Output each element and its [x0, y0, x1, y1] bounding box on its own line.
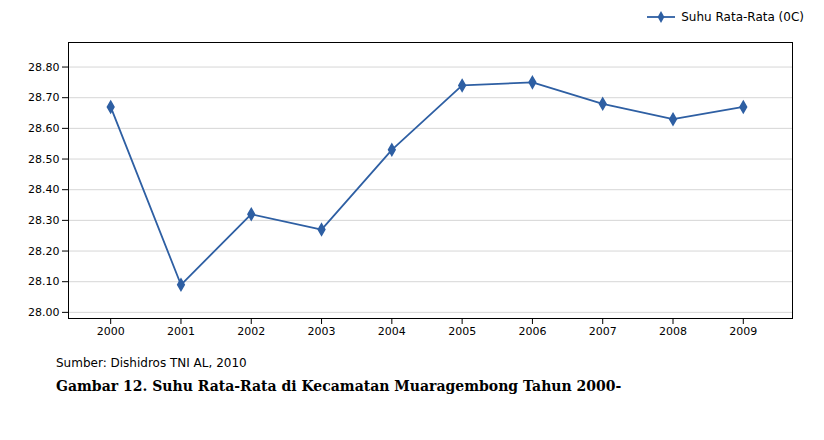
svg-text:2001: 2001	[167, 325, 195, 338]
svg-text:28.80: 28.80	[28, 61, 60, 74]
svg-text:2009: 2009	[729, 325, 757, 338]
svg-text:2004: 2004	[378, 325, 406, 338]
svg-text:28.20: 28.20	[28, 245, 60, 258]
svg-text:2008: 2008	[659, 325, 687, 338]
html-text:Gambar 12. Suhu Rata-Rata di K: Gambar 12. Suhu Rata-Rata di Kecamatan M…	[56, 378, 622, 394]
svg-text:2006: 2006	[518, 325, 546, 338]
svg-text:2005: 2005	[448, 325, 476, 338]
svg-text:28.70: 28.70	[28, 91, 60, 104]
svg-text:28.00: 28.00	[28, 306, 60, 319]
svg-text:28.10: 28.10	[28, 275, 60, 288]
svg-text:28.40: 28.40	[28, 183, 60, 196]
svg-text:28.50: 28.50	[28, 153, 60, 166]
svg-text:28.60: 28.60	[28, 122, 60, 135]
svg-text:2003: 2003	[308, 325, 336, 338]
html-text:Suhu Rata-Rata (0C): Suhu Rata-Rata (0C)	[681, 10, 804, 24]
svg-text:2000: 2000	[97, 325, 125, 338]
svg-text:28.30: 28.30	[28, 214, 60, 227]
svg-text:2007: 2007	[589, 325, 617, 338]
svg-text:2002: 2002	[237, 325, 265, 338]
html-text:Sumber: Dishidros TNI AL, 2010: Sumber: Dishidros TNI AL, 2010	[56, 356, 247, 370]
